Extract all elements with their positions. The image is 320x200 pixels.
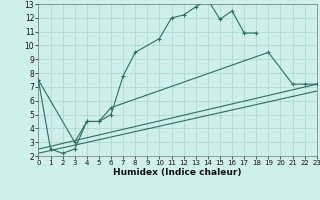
- X-axis label: Humidex (Indice chaleur): Humidex (Indice chaleur): [113, 168, 242, 177]
